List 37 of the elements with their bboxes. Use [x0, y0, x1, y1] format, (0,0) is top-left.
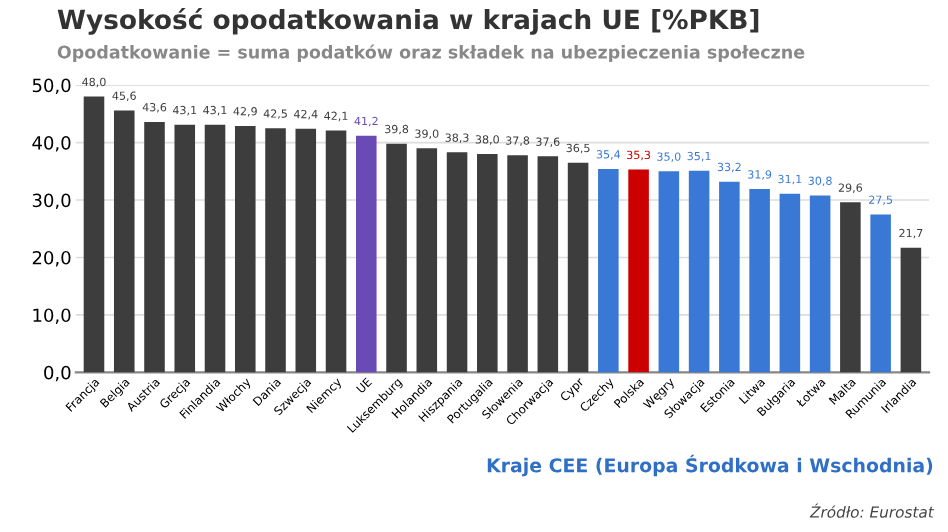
- bar: [386, 143, 407, 373]
- y-tick-label: 50,0: [32, 78, 71, 95]
- bar: [870, 214, 891, 373]
- y-tick-label: 20,0: [32, 250, 71, 267]
- bar: [809, 195, 831, 373]
- y-tick-label: 10,0: [33, 308, 71, 324]
- bar: [537, 156, 559, 373]
- bar: [234, 125, 256, 373]
- bar: [144, 121, 165, 373]
- bar: [416, 148, 438, 373]
- text: Kraje CEE (Europa Środkowa i Wschodnia): [487, 454, 933, 477]
- y-tick-label: 30,0: [32, 193, 71, 209]
- bar: [688, 170, 710, 373]
- bar: [295, 128, 317, 373]
- bar: [567, 162, 589, 373]
- bar: [658, 171, 680, 373]
- bar: [356, 135, 377, 373]
- bar: [477, 154, 498, 373]
- bar: [83, 96, 105, 373]
- chart-title: Wysokość opodatkowania w krajach UE [%PKB]: [57, 7, 759, 35]
- bar: [265, 128, 286, 373]
- chart-subtitle: Opodatkowanie = suma podatków oraz składek na ubezpieczenia społeczne: [57, 44, 805, 63]
- bar: [900, 247, 922, 373]
- y-tick-label: 0,0: [44, 365, 71, 382]
- bar: [325, 130, 347, 373]
- bar: [113, 110, 135, 373]
- bar: [719, 181, 740, 373]
- bar: [840, 202, 861, 373]
- bar: [628, 169, 649, 373]
- bar: [598, 169, 619, 373]
- bar: [446, 152, 468, 373]
- bar: [749, 189, 770, 373]
- bar: [174, 124, 196, 373]
- y-tick-label: 40,0: [32, 136, 71, 152]
- bar: [779, 193, 801, 373]
- bar: [204, 124, 226, 373]
- bar: [507, 155, 528, 373]
